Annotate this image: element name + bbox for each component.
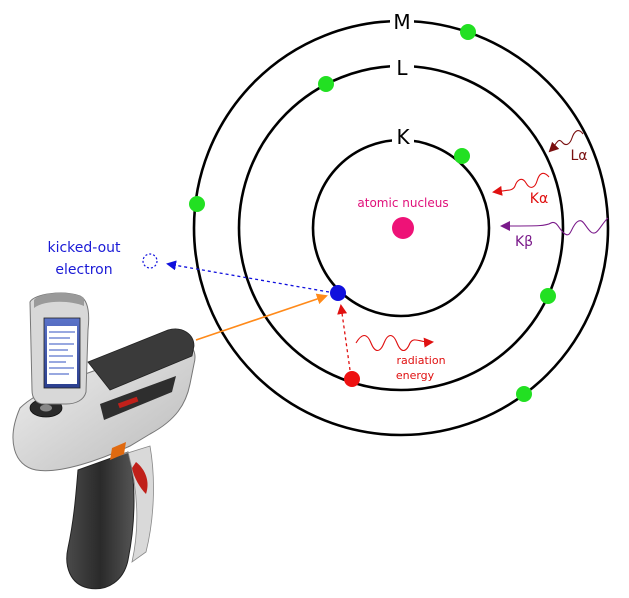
radiation-label-line1: radiation [396,354,445,367]
electron-k-vacancy [330,285,346,301]
k-beta-wave [500,217,609,236]
shell-k-label: K [396,125,410,149]
electron-k-top [454,148,470,164]
shell-l-label: L [396,56,408,80]
xrf-analyzer [12,292,196,590]
electron-l-top [318,76,334,92]
electron-l-falling [344,371,360,387]
l-alpha-label: Lα [570,148,587,164]
k-alpha-wave [492,172,550,196]
l-alpha-wave [548,130,584,153]
ejection-arrow [166,260,330,293]
k-alpha-label: Kα [530,191,548,207]
atomic-nucleus [392,217,414,239]
xray-beam-arrow [195,293,328,341]
transition-arrow [337,304,351,371]
radiation-wave [355,334,434,352]
shell-m-label: M [393,10,410,34]
k-beta-label: Kβ [515,234,533,250]
radiation-label-line2: energy [396,369,435,382]
kicked-out-label-line1: kicked-out [47,240,121,256]
kicked-out-electron [142,253,158,269]
electron-m-left [189,196,205,212]
kicked-out-label-line2: electron [55,262,112,278]
analyzer-trigger [132,462,148,494]
analyzer-grip [66,451,135,590]
nucleus-label: atomic nucleus [357,196,448,210]
electron-l-right [540,288,556,304]
electron-m-bottom [516,386,532,402]
electron-m-top [460,24,476,40]
